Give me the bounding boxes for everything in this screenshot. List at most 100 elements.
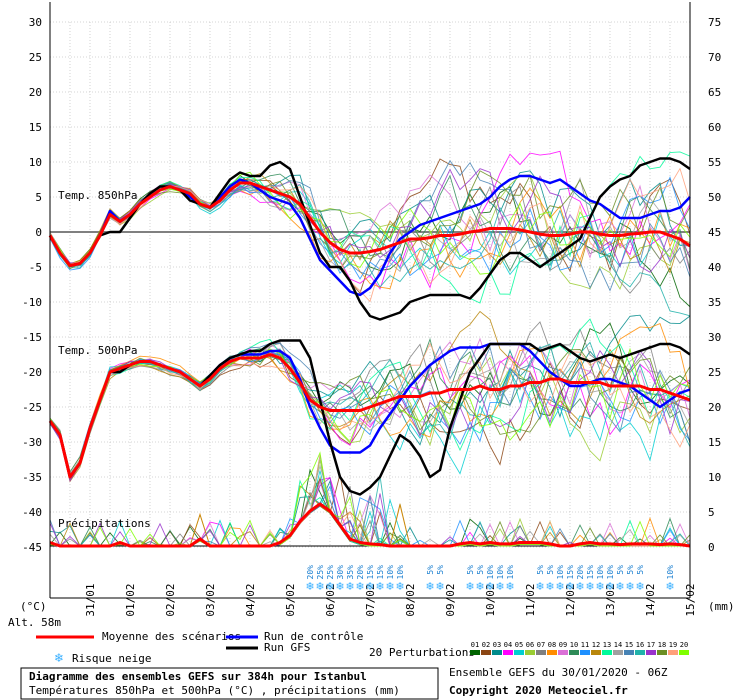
left-tick-label: -10 xyxy=(22,296,42,309)
panel-label-t500: Temp. 500hPa xyxy=(58,344,137,357)
right-tick-label: 55 xyxy=(708,156,721,169)
perturbation-swatch xyxy=(679,650,689,655)
snow-risk-pct: 30% xyxy=(336,565,345,580)
perturbation-swatch xyxy=(613,650,623,655)
perturbation-number: 08 xyxy=(548,641,556,649)
snow-risk-pct: 10% xyxy=(556,565,565,580)
snow-risk-pct: 10% xyxy=(596,565,605,580)
perturbation-line xyxy=(49,170,691,270)
perturbation-swatch xyxy=(558,650,568,655)
snow-risk-pct: 10% xyxy=(486,565,495,580)
snow-icon: ❄ xyxy=(615,580,624,593)
left-tick-label: -30 xyxy=(22,436,42,449)
x-tick-label: 01/02 xyxy=(124,583,137,616)
perturbation-line xyxy=(49,310,691,483)
perturbation-line xyxy=(49,177,691,273)
snow-icon: ❄ xyxy=(425,580,434,593)
perturbation-number: 07 xyxy=(537,641,545,649)
perturbation-number: 14 xyxy=(614,641,622,649)
chart-axes: 302520151050-5-10-15-20-25-30-35-40-4575… xyxy=(22,2,721,617)
snow-risk-pct: 15% xyxy=(566,565,575,580)
perturbation-line xyxy=(49,479,690,547)
x-tick-label: 07/02 xyxy=(364,583,377,616)
perturbation-swatch xyxy=(514,650,524,655)
perturbation-swatch xyxy=(536,650,546,655)
panel-label-precip: Précipitations xyxy=(58,517,151,530)
snow-risk-pct: 10% xyxy=(606,565,615,580)
snow-risk-pct: 5% xyxy=(636,565,645,575)
perturbation-swatch xyxy=(580,650,590,655)
perturbation-swatch xyxy=(481,650,491,655)
snow-icon: ❄ xyxy=(595,580,604,593)
right-tick-label: 15 xyxy=(708,436,721,449)
perturbation-number: 04 xyxy=(504,641,512,649)
left-tick-label: 0 xyxy=(35,226,42,239)
perturbation-line xyxy=(49,176,691,280)
snow-risk-pct: 10% xyxy=(386,565,395,580)
perturbation-swatch xyxy=(646,650,656,655)
perturbation-number: 11 xyxy=(581,641,589,649)
left-tick-label: 30 xyxy=(29,16,42,29)
snow-icon: ❄ xyxy=(465,580,474,593)
right-unit-label: (mm) xyxy=(708,600,735,613)
snow-icon: ❄ xyxy=(475,580,484,593)
snow-risk-pct: 35% xyxy=(346,565,355,580)
x-tick-label: 10/02 xyxy=(484,583,497,616)
snow-risk-pct: 5% xyxy=(626,565,635,575)
perturbation-number: 03 xyxy=(493,641,501,649)
legend-mean-label: Moyenne des scénarios xyxy=(102,630,241,643)
perturbation-line xyxy=(49,480,691,548)
left-tick-label: -45 xyxy=(22,541,42,554)
perturbation-number: 18 xyxy=(658,641,666,649)
snow-icon: ❄ xyxy=(665,580,674,593)
left-tick-label: 5 xyxy=(35,191,42,204)
snow-risk-pct: 25% xyxy=(326,565,335,580)
right-tick-label: 45 xyxy=(708,226,721,239)
perturbation-number: 19 xyxy=(669,641,677,649)
perturbation-swatch xyxy=(668,650,678,655)
snow-icon: ❄ xyxy=(575,580,584,593)
snow-risk-pct: 10% xyxy=(496,565,505,580)
snow-icon: ❄ xyxy=(555,580,564,593)
perturbation-swatch xyxy=(547,650,557,655)
snow-risk-pct: 5% xyxy=(436,565,445,575)
snow-risk-pct: 5% xyxy=(426,565,435,575)
x-tick-label: 08/02 xyxy=(404,583,417,616)
title-box xyxy=(20,667,439,700)
right-tick-label: 65 xyxy=(708,86,721,99)
left-unit-label: (°C) xyxy=(20,600,47,613)
x-tick-label: 09/02 xyxy=(444,583,457,616)
perturbation-swatch xyxy=(503,650,513,655)
snow-icon: ❄ xyxy=(305,580,314,593)
snow-icon: ❄ xyxy=(605,580,614,593)
snow-risk-pct: 5% xyxy=(476,565,485,575)
x-tick-label: 04/02 xyxy=(244,583,257,616)
snow-risk-pct: 5% xyxy=(536,565,545,575)
perturbation-swatch xyxy=(591,650,601,655)
perturbation-swatch xyxy=(635,650,645,655)
perturbation-line xyxy=(49,321,691,477)
legend-gfs-label: Run GFS xyxy=(264,641,310,654)
perturbation-swatch xyxy=(492,650,502,655)
perturbation-number: 20 xyxy=(680,641,688,649)
perturbation-number: 16 xyxy=(636,641,644,649)
right-tick-label: 30 xyxy=(708,331,721,344)
right-tick-label: 70 xyxy=(708,51,721,64)
chart-title: Diagramme des ensembles GEFS sur 384h po… xyxy=(29,670,367,683)
panel-label-t850: Temp. 850hPa xyxy=(58,189,137,202)
snow-risk-pct: 20% xyxy=(306,565,315,580)
snow-icon: ❄ xyxy=(335,580,344,593)
x-tick-label: 11/02 xyxy=(524,583,537,616)
right-tick-label: 5 xyxy=(708,506,715,519)
perturbation-number: 17 xyxy=(647,641,655,649)
snow-icon: ❄ xyxy=(385,580,394,593)
series-line xyxy=(49,502,691,548)
snow-icon: ❄ xyxy=(375,580,384,593)
perturbation-legend: 01 02 03 04 05 06 07 08 09 10 11 12 13 14 15 16 17 18 19 20 xyxy=(470,641,689,655)
right-tick-label: 25 xyxy=(708,366,721,379)
snow-icon: ❄ xyxy=(395,580,404,593)
snow-icon: ❄ xyxy=(585,580,594,593)
snow-icon: ❄ xyxy=(495,580,504,593)
perturbation-line xyxy=(49,173,691,272)
